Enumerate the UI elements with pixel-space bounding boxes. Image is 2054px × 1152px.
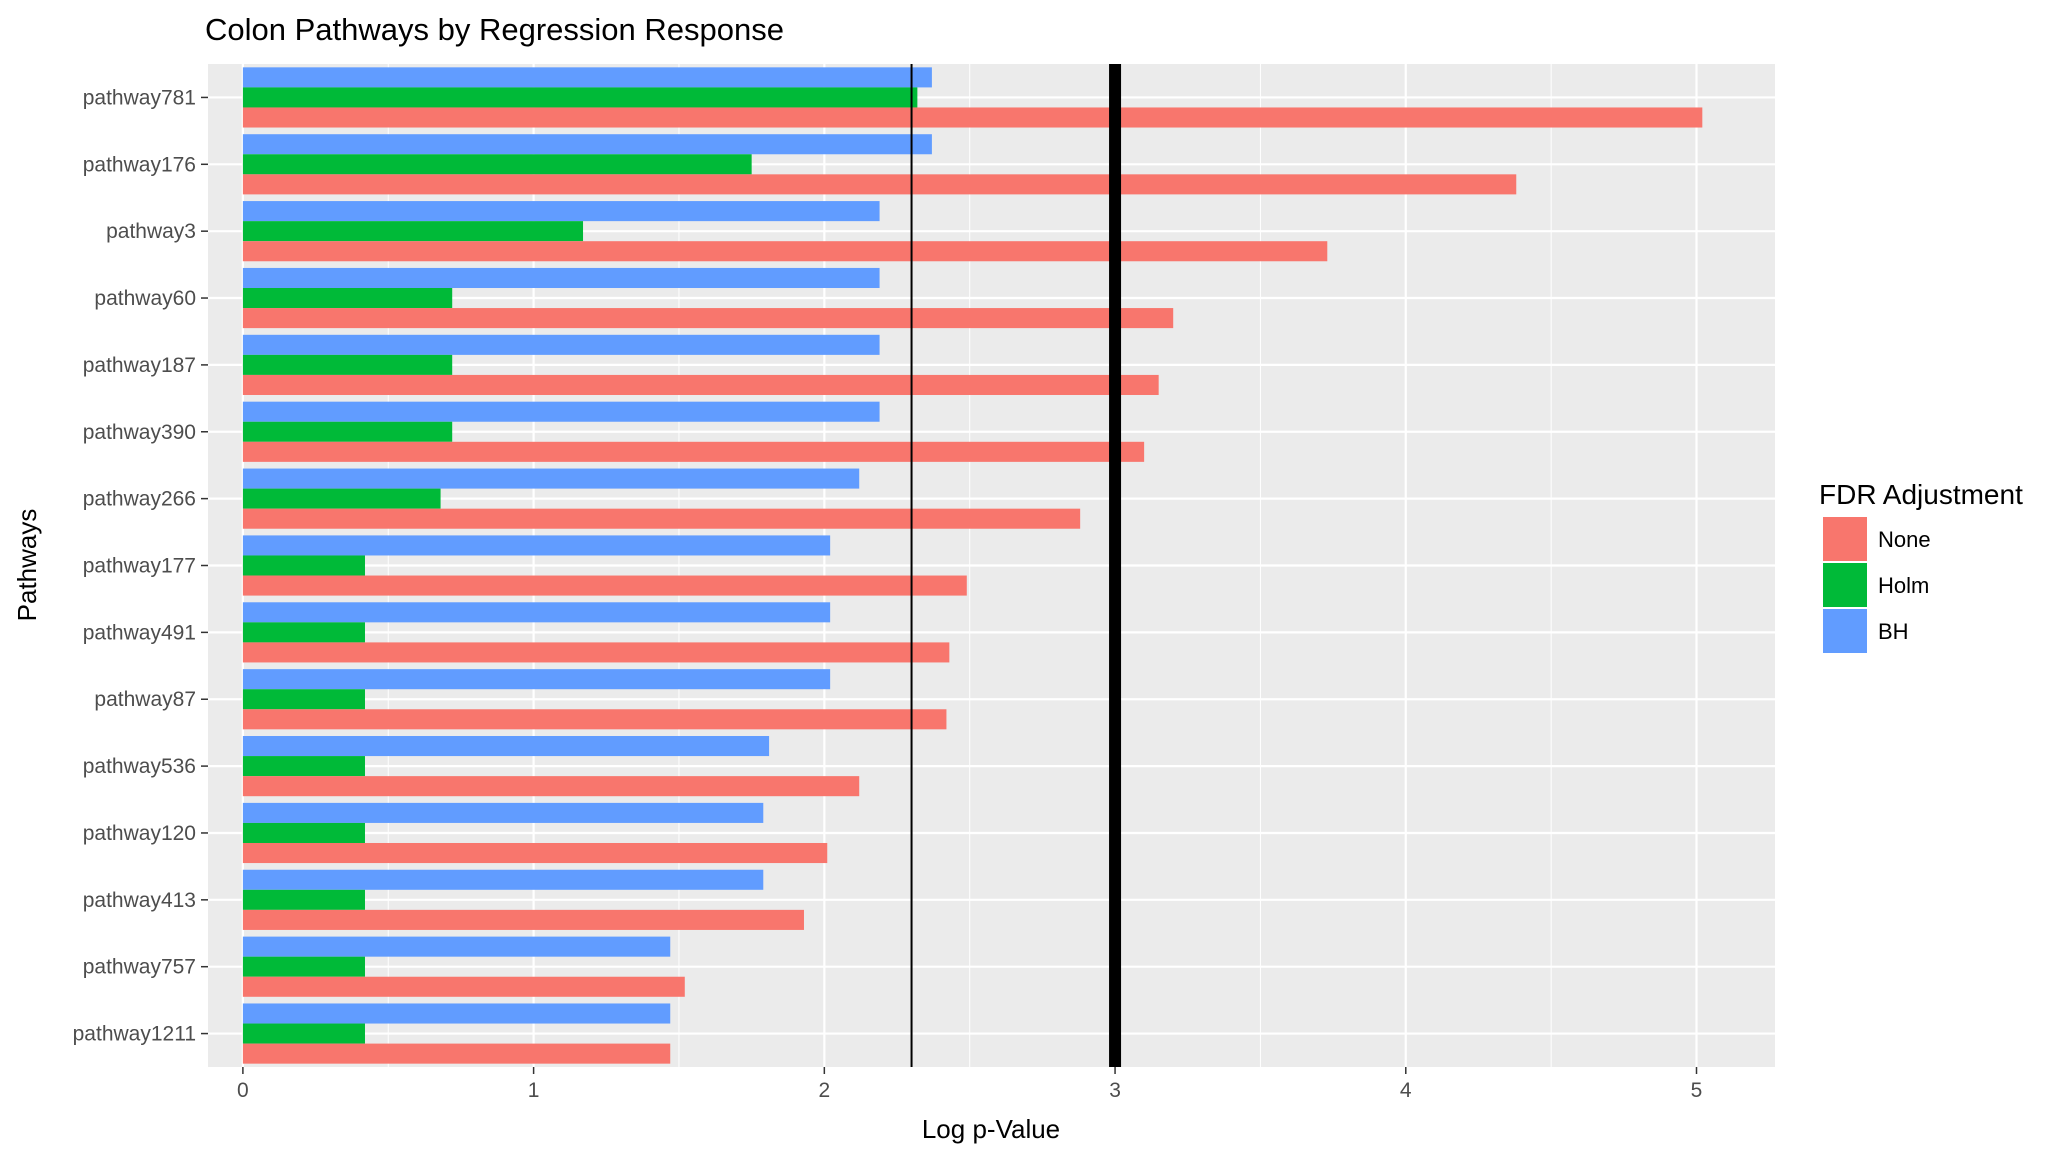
bar-holm-pathway177: [242, 555, 365, 576]
bar-bh-pathway757: [242, 936, 671, 957]
bar-holm-pathway390: [242, 421, 453, 442]
bar-holm-pathway3: [242, 221, 584, 242]
bar-bh-pathway413: [242, 869, 764, 890]
bar-none-pathway3: [242, 241, 1328, 262]
x-tick-label: 3: [1109, 1079, 1121, 1102]
y-tick-label: pathway120: [83, 822, 196, 845]
bar-none-pathway60: [242, 308, 1174, 329]
bar-holm-pathway87: [242, 689, 365, 710]
bar-none-pathway176: [242, 174, 1517, 195]
bar-bh-pathway177: [242, 535, 831, 556]
bar-holm-pathway120: [242, 822, 365, 843]
bar-bh-pathway60: [242, 267, 880, 289]
bar-none-pathway120: [242, 842, 828, 864]
bar-none-pathway390: [242, 441, 1145, 462]
y-tick-label: pathway757: [83, 956, 196, 979]
legend-label-bh: BH: [1878, 619, 1909, 644]
bar-none-pathway1211: [242, 1043, 671, 1064]
x-tick-label: 5: [1691, 1079, 1703, 1102]
y-tick-label: pathway491: [83, 621, 196, 644]
bar-none-pathway757: [242, 976, 685, 997]
y-tick-label: pathway390: [83, 421, 196, 444]
bar-none-pathway491: [242, 642, 950, 663]
legend: FDR Adjustment None Holm BH: [1819, 479, 2023, 653]
bar-none-pathway87: [242, 709, 947, 730]
bar-bh-pathway187: [242, 334, 880, 355]
x-tick-label: 0: [237, 1079, 249, 1102]
y-tick-label: pathway3: [106, 220, 196, 243]
bar-bh-pathway176: [242, 134, 932, 155]
y-axis-title: Pathways: [12, 509, 42, 622]
bar-holm-pathway413: [242, 889, 365, 910]
bar-none-pathway781: [242, 107, 1703, 128]
bar-none-pathway187: [242, 374, 1159, 395]
bar-none-pathway177: [242, 575, 967, 596]
x-tick-label: 1: [528, 1079, 540, 1102]
bar-none-pathway266: [242, 508, 1081, 529]
y-axis-ticks: pathway781 pathway176 pathway3 pathway60 pat…: [73, 86, 208, 1046]
bar-none-pathway536: [242, 776, 860, 797]
y-tick-label: pathway187: [83, 354, 196, 377]
bar-holm-pathway266: [242, 488, 441, 509]
bar-bh-pathway1211: [242, 1003, 671, 1024]
bar-holm-pathway1211: [242, 1023, 365, 1044]
bar-bh-pathway266: [242, 468, 860, 489]
y-tick-label: pathway176: [83, 153, 196, 176]
x-tick-label: 4: [1400, 1079, 1412, 1102]
legend-key-none: [1823, 517, 1867, 561]
reference-lines: [910, 64, 1122, 1067]
bar-bh-pathway781: [242, 67, 932, 88]
y-tick-label: pathway87: [94, 688, 196, 711]
bar-bh-pathway87: [242, 669, 831, 690]
y-tick-label: pathway781: [83, 86, 196, 109]
bar-holm-pathway757: [242, 956, 365, 977]
y-tick-label: pathway266: [83, 488, 196, 511]
bar-holm-pathway60: [242, 288, 453, 309]
x-tick-label: 2: [818, 1079, 830, 1102]
bar-holm-pathway536: [242, 756, 365, 777]
bar-bh-pathway491: [242, 602, 831, 623]
bar-holm-pathway187: [242, 354, 453, 375]
bar-holm-pathway491: [242, 622, 365, 643]
bar-none-pathway413: [242, 909, 804, 930]
chart-title: Colon Pathways by Regression Response: [205, 12, 784, 47]
bar-bh-pathway390: [242, 401, 880, 422]
legend-title: FDR Adjustment: [1819, 479, 2023, 510]
y-tick-label: pathway177: [83, 555, 196, 578]
bar-bh-pathway3: [242, 201, 880, 222]
y-tick-label: pathway60: [94, 287, 196, 310]
x-axis-title: Log p-Value: [922, 1114, 1060, 1144]
bar-bh-pathway536: [242, 736, 770, 757]
bar-holm-pathway781: [242, 87, 918, 108]
bar-bh-pathway120: [242, 802, 764, 823]
y-tick-label: pathway1211: [73, 1023, 196, 1046]
y-tick-label: pathway413: [83, 889, 196, 912]
bars: [242, 67, 1703, 1064]
legend-label-holm: Holm: [1878, 573, 1929, 598]
y-tick-label: pathway536: [83, 755, 196, 778]
legend-label-none: None: [1878, 527, 1931, 552]
legend-key-bh: [1823, 609, 1867, 653]
legend-key-holm: [1823, 563, 1867, 607]
bar-holm-pathway176: [242, 154, 752, 175]
x-axis-ticks: 0 1 2 3 4 5: [237, 1067, 1702, 1102]
